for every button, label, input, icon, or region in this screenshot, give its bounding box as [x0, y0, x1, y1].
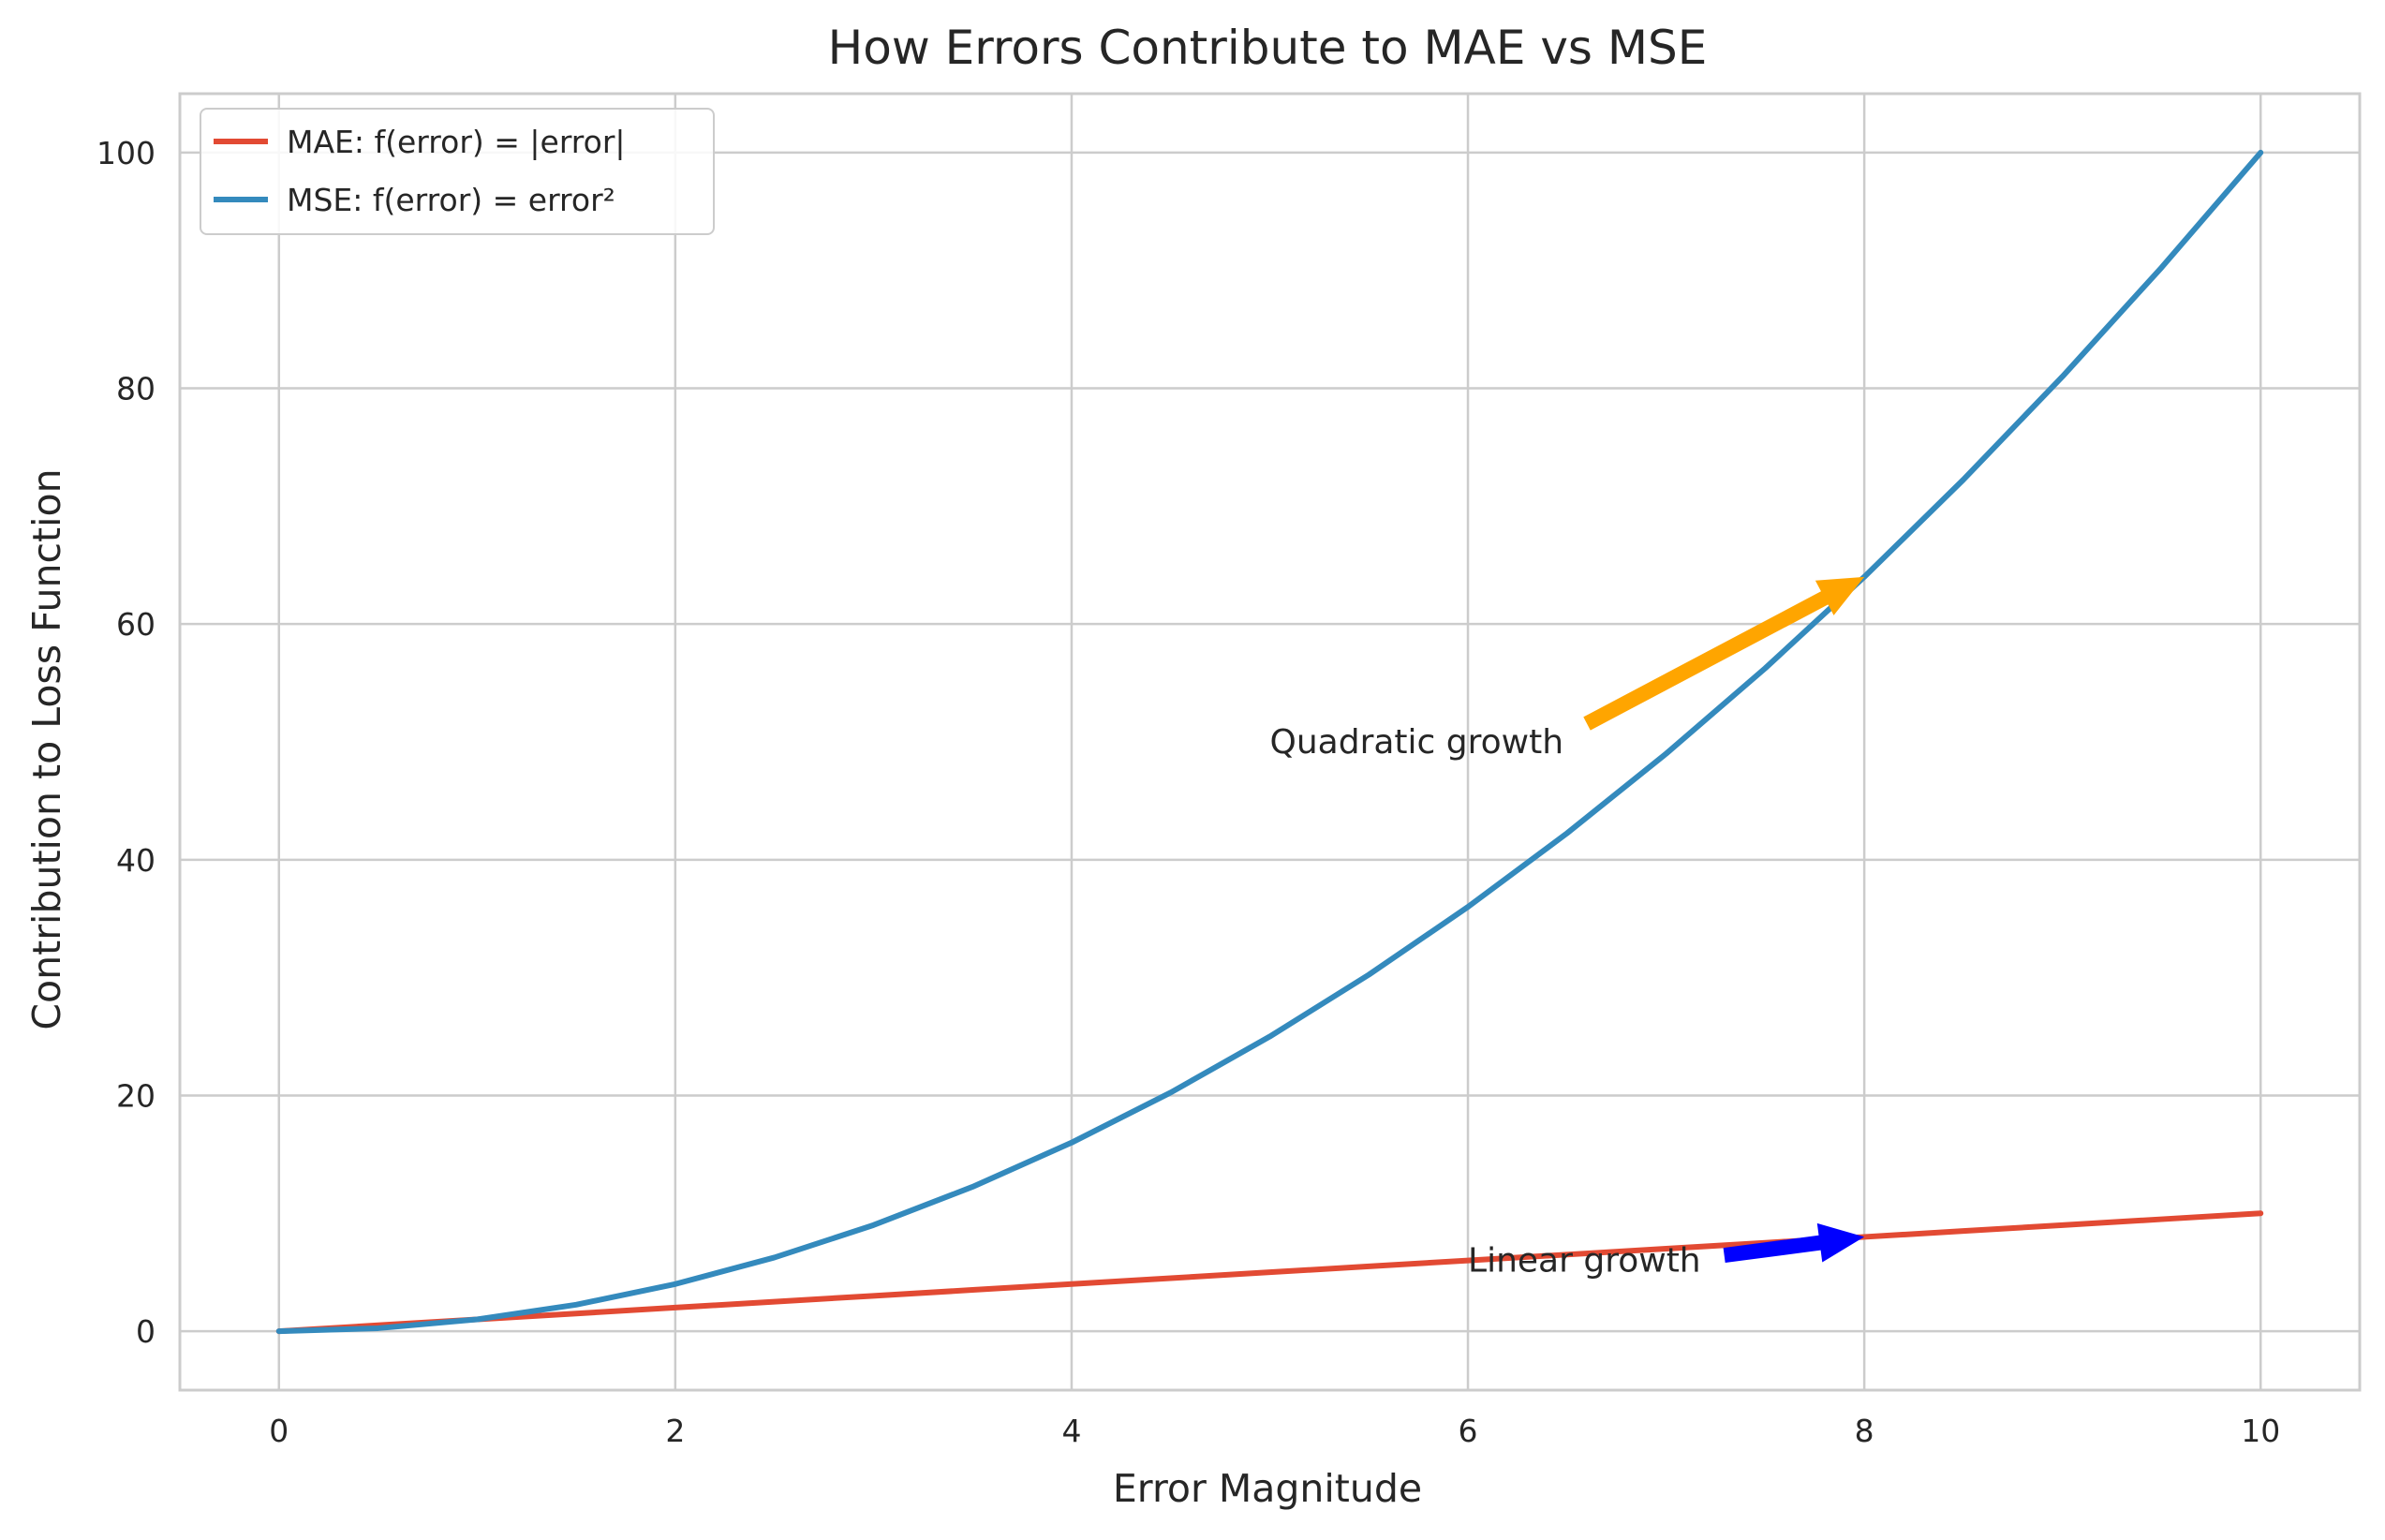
y-tick-labels: 0 20 40 60 80 100: [96, 135, 156, 1350]
x-tick-label: 4: [1061, 1413, 1081, 1449]
x-tick-label: 2: [665, 1413, 685, 1449]
x-tick-label: 8: [1855, 1413, 1874, 1449]
x-tick-labels: 0 2 4 6 8 10: [269, 1413, 2280, 1449]
annotations: Quadratic growth Linear growth: [1270, 576, 1865, 1281]
y-tick-label: 100: [96, 135, 156, 171]
linear-growth-annotation-arrow: [1723, 1222, 1865, 1264]
legend-label: MSE: f(error) = error²: [287, 182, 615, 218]
series-lines: [275, 149, 2264, 1335]
legend: MAE: f(error) = |error| MSE: f(error) = e…: [200, 108, 715, 235]
x-axis-label: Error Magnitude: [1113, 1466, 1422, 1511]
plot-frame: [178, 92, 2362, 1392]
y-tick-label: 60: [116, 606, 156, 643]
mse-series-line: [275, 149, 2264, 1335]
legend-label: MAE: f(error) = |error|: [287, 124, 626, 160]
x-tick-label: 10: [2241, 1413, 2280, 1449]
y-tick-label: 80: [116, 371, 156, 407]
quadratic-growth-annotation-arrow: [1583, 576, 1865, 731]
y-tick-label: 40: [116, 842, 156, 879]
chart-title: How Errors Contribute to MAE vs MSE: [828, 21, 1708, 75]
grid: [180, 94, 2360, 1390]
mae-series-line: [275, 1210, 2264, 1335]
quadratic-growth-annotation-text: Quadratic growth: [1270, 723, 1564, 762]
x-tick-label: 0: [269, 1413, 289, 1449]
x-tick-label: 6: [1459, 1413, 1478, 1449]
y-tick-label: 0: [136, 1313, 156, 1350]
y-tick-label: 20: [116, 1077, 156, 1114]
y-axis-label: Contribution to Loss Function: [24, 468, 69, 1029]
linear-growth-annotation-text: Linear growth: [1468, 1242, 1701, 1281]
legend-box: [200, 108, 715, 235]
